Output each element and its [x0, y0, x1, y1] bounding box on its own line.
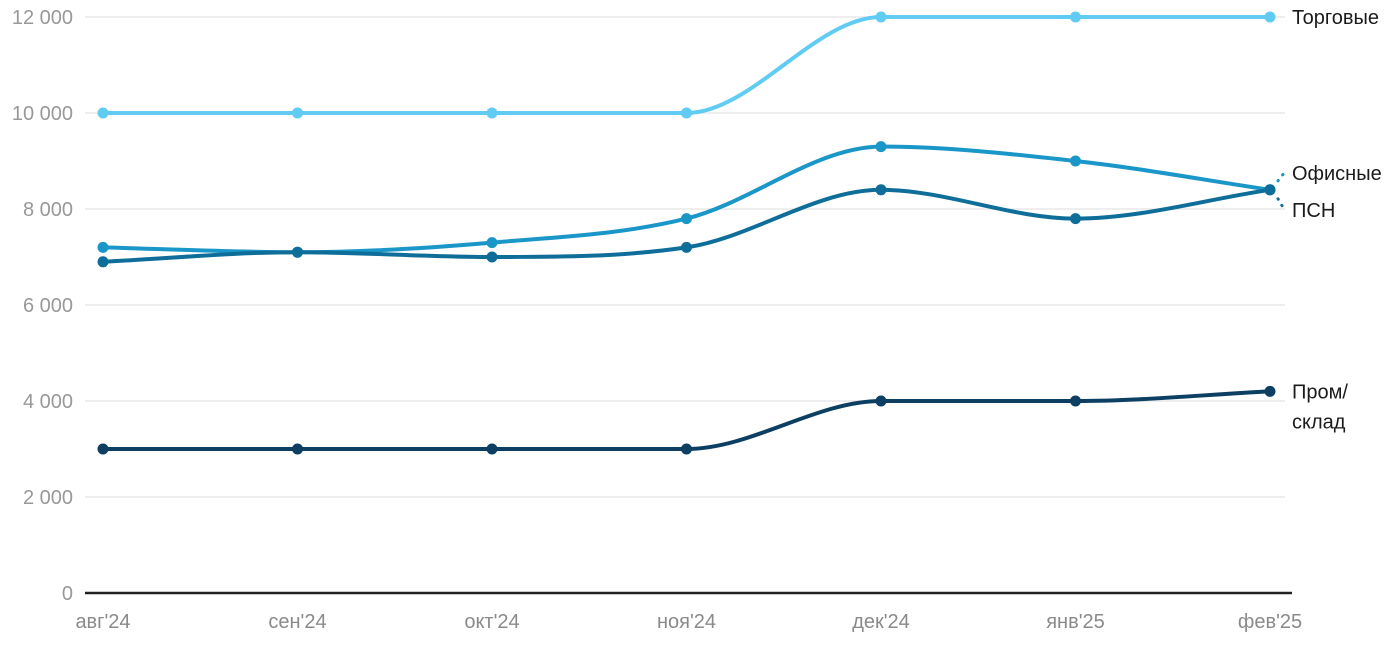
series-torgovye-point-0: [97, 107, 109, 119]
series-ofisnye-point-3: [681, 213, 692, 225]
series-prom-sklad-label: Пром/склад: [1292, 381, 1348, 433]
y-axis-label-4000: 4 000: [23, 391, 73, 413]
y-axis-label-0: 0: [62, 583, 73, 605]
series-psn-point-4: [875, 184, 887, 196]
y-axis-label-12000: 12 000: [12, 7, 73, 29]
series-torgovye-point-3: [681, 107, 692, 119]
series-prom-sklad-point-3: [681, 443, 692, 455]
series-psn-point-3: [681, 241, 692, 253]
y-axis-label-10000: 10 000: [12, 103, 73, 125]
series-ofisnye-label-connector: [1276, 170, 1287, 183]
series-torgovye-point-1: [292, 107, 303, 119]
series-torgovye-point-5: [1070, 11, 1081, 23]
series-psn-label: ПСН: [1292, 200, 1335, 222]
series-prom-sklad-point-0: [97, 443, 109, 455]
series-torgovye-point-2: [486, 107, 498, 119]
series-torgovye-point-6: [1264, 11, 1276, 23]
series-prom-sklad-point-4: [875, 395, 887, 407]
series-prom-sklad-point-5: [1070, 395, 1081, 407]
series-psn-label-connector: [1276, 197, 1287, 213]
series-ofisnye-point-2: [486, 237, 498, 249]
series-ofisnye-point-4: [875, 141, 887, 153]
x-axis-label-1: сен'24: [268, 611, 326, 633]
x-axis-label-6: фев'25: [1238, 611, 1302, 633]
series-psn-point-1: [292, 246, 303, 258]
series-psn-point-2: [486, 251, 498, 263]
y-axis-label-6000: 6 000: [23, 295, 73, 317]
y-axis-label-2000: 2 000: [23, 487, 73, 509]
series-prom-sklad-point-6: [1264, 385, 1276, 397]
x-axis-label-4: дек'24: [852, 611, 910, 633]
series-ofisnye-line: [101, 144, 1272, 255]
x-axis-label-0: авг'24: [75, 611, 130, 633]
x-axis-label-5: янв'25: [1046, 611, 1105, 633]
series-ofisnye-point-5: [1070, 155, 1081, 167]
series-prom-sklad-point-2: [486, 443, 498, 455]
series-prom-sklad-line: [101, 389, 1272, 452]
series-ofisnye-label: Офисные: [1292, 163, 1382, 185]
series-ofisnye-point-0: [97, 241, 109, 253]
series-psn-point-6: [1264, 184, 1276, 196]
series-torgovye-label: Торговые: [1292, 7, 1379, 29]
y-axis-label-8000: 8 000: [23, 199, 73, 221]
series-psn-point-0: [97, 256, 109, 268]
series-psn-point-5: [1070, 213, 1081, 225]
series-prom-sklad-point-1: [292, 443, 303, 455]
series-torgovye-line: [101, 14, 1272, 116]
series-torgovye-point-4: [875, 11, 887, 23]
x-axis-label-3: ноя'24: [657, 611, 716, 633]
x-axis-label-2: окт'24: [464, 611, 519, 633]
